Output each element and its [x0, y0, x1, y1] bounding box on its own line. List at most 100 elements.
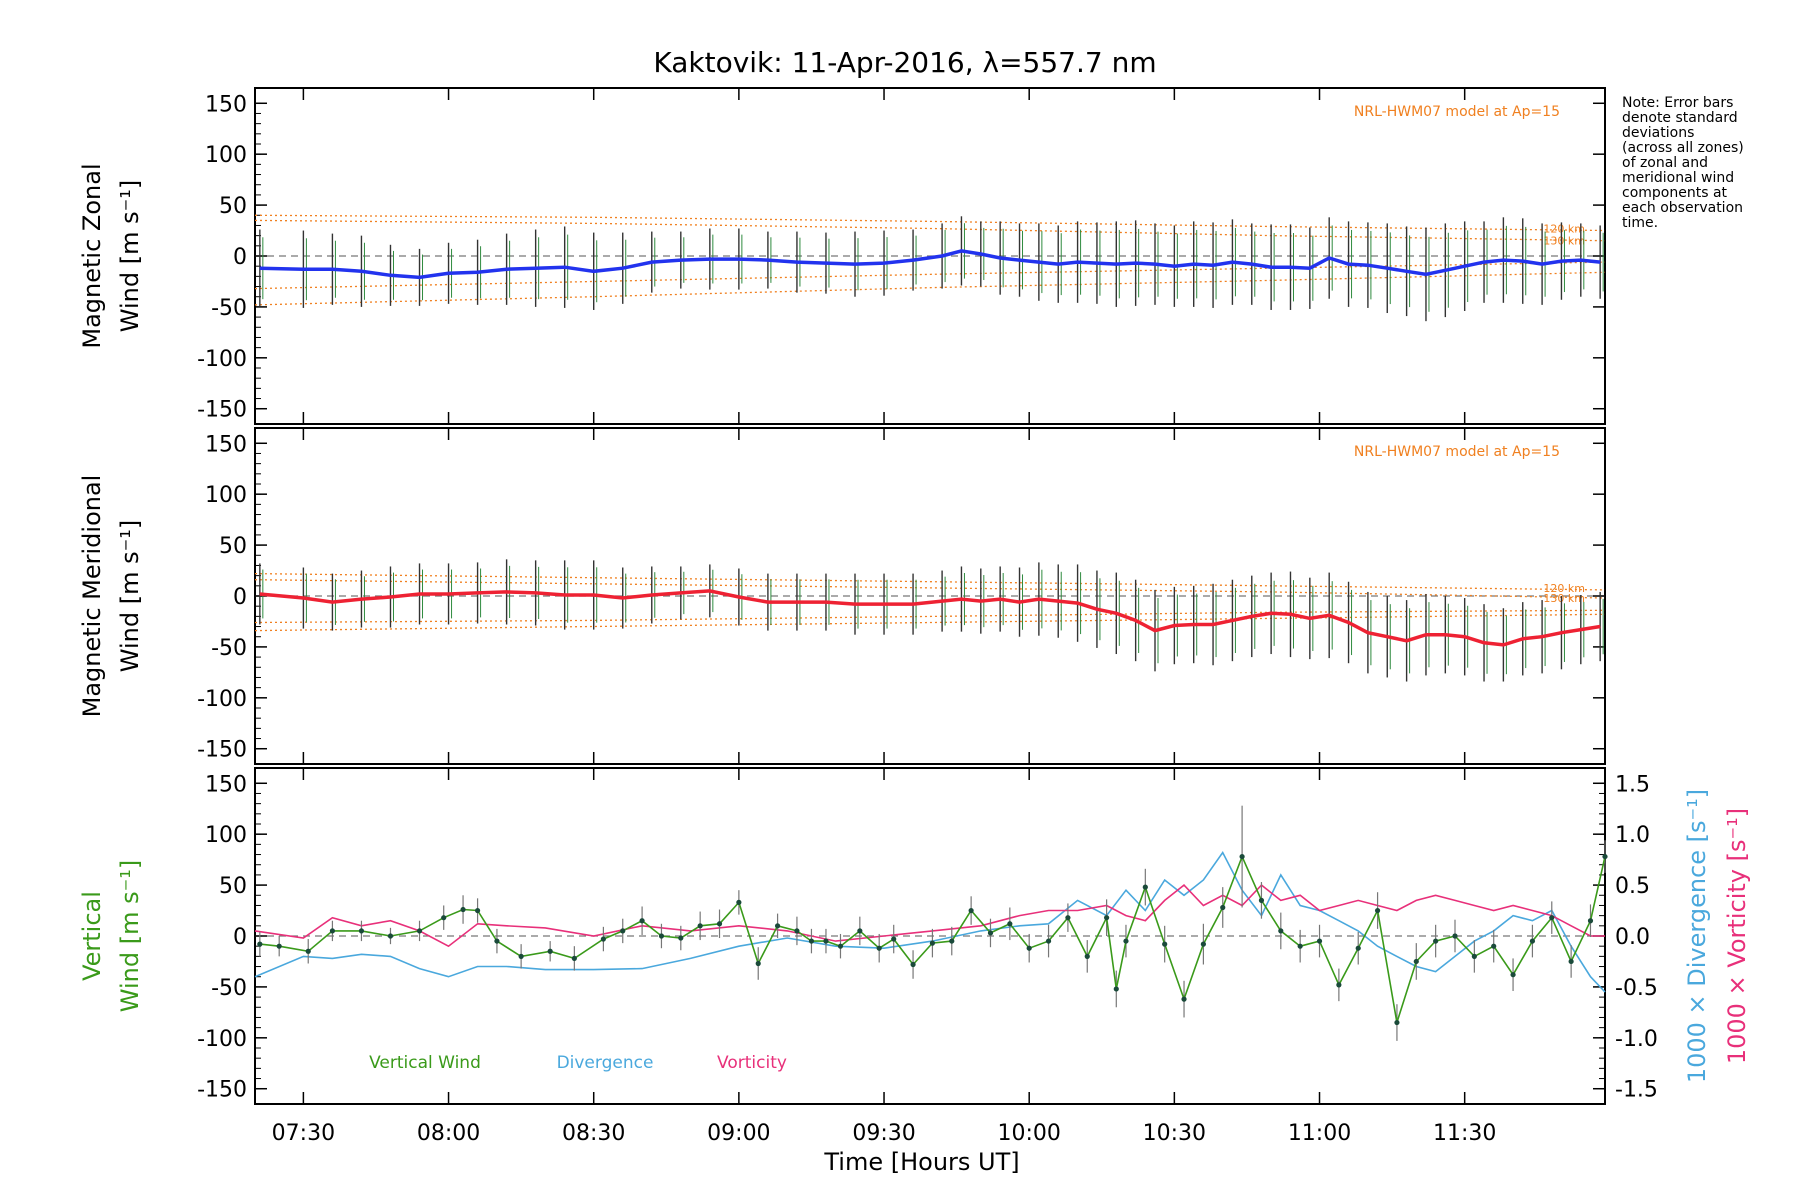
y-tick-label: 0 — [233, 585, 247, 610]
y-tick-label: -50 — [211, 976, 247, 1001]
series-line-meridional — [259, 589, 1601, 647]
model-curve-upper_2 — [254, 219, 1606, 242]
y-tick-label: -100 — [197, 347, 247, 372]
vertical-point — [600, 936, 606, 942]
model-height-label: 130 km — [1543, 592, 1585, 605]
model-label: NRL-HWM07 model at Ap=15 — [1354, 444, 1560, 460]
vertical-point — [658, 933, 665, 939]
vertical-point — [1355, 945, 1361, 951]
y-tick-label: 150 — [205, 92, 247, 117]
y-tick-label: -150 — [197, 398, 247, 423]
vertical-point — [1142, 884, 1148, 890]
y-axis-label-line1: Magnetic Zonal — [78, 163, 106, 348]
vertical-point — [416, 928, 423, 934]
vertical-point — [1181, 996, 1187, 1002]
legend-vorticity: Vorticity — [717, 1053, 787, 1073]
vertical-point — [1510, 972, 1516, 978]
y-tick-label: 50 — [219, 874, 247, 899]
vertical-point — [929, 940, 936, 946]
vertical-point — [1104, 915, 1110, 921]
vertical-point — [494, 938, 500, 944]
vertical-point — [808, 938, 815, 944]
panel-vertical: 150 100 50 0 -50 -100 -150 Vertical Wind [m s⁻¹]… — [78, 767, 1751, 1105]
vertical-point — [1200, 941, 1206, 947]
x-tick-label: 10:00 — [997, 1121, 1060, 1146]
model-curve-lower_2 — [254, 613, 1606, 632]
vertical-point — [1162, 941, 1168, 947]
vertical-point — [1113, 986, 1119, 992]
vertical-point — [794, 928, 800, 934]
vertical-point — [1336, 982, 1342, 988]
x-tick-label: 08:00 — [417, 1121, 480, 1146]
vertical-point — [1587, 918, 1594, 924]
y-tick-label: -100 — [197, 687, 247, 712]
y-tick-label: -100 — [197, 1027, 247, 1052]
model-curve-upper_1 — [254, 214, 1606, 232]
y2-tick-label: 0.0 — [1615, 925, 1650, 950]
vertical-point — [474, 907, 481, 914]
vertical-point — [1297, 943, 1303, 949]
model-height-label: 120 km — [1543, 582, 1585, 595]
y-tick-label: 150 — [205, 772, 247, 797]
vertical-point — [460, 906, 466, 913]
vertical-point — [257, 941, 263, 947]
vertical-point — [1239, 853, 1245, 860]
x-tick-label: 07:30 — [272, 1121, 335, 1146]
vertical-point — [571, 955, 577, 962]
vertical-point — [1220, 904, 1226, 911]
vertical-point — [678, 935, 684, 941]
vertical-point — [837, 943, 844, 949]
model-curve-lower_1 — [254, 261, 1606, 290]
y2-tick-label: 0.5 — [1615, 874, 1650, 899]
y-axis-label-line2: Wind [m s⁻¹] — [116, 180, 144, 332]
vertical-point — [755, 960, 761, 967]
y2-tick-label: -0.5 — [1615, 976, 1658, 1001]
vertical-point — [1374, 907, 1381, 914]
vertical-point — [1602, 853, 1608, 860]
vertical-point — [857, 928, 863, 934]
vertical-point — [716, 921, 723, 927]
vertical-point — [639, 918, 645, 924]
vertical-point — [518, 953, 524, 959]
vertical-point — [1471, 953, 1477, 959]
vertical-point — [891, 936, 897, 942]
y-tick-label: 0 — [233, 245, 247, 270]
vertical-point — [1278, 928, 1284, 934]
vertical-point — [1394, 1019, 1400, 1026]
model-label: NRL-HWM07 model at Ap=15 — [1354, 104, 1560, 120]
model-curve-lower_2 — [254, 271, 1606, 306]
vertical-point — [387, 933, 394, 939]
legend-divergence: Divergence — [557, 1053, 654, 1073]
vertical-point — [1065, 915, 1071, 921]
y-tick-label: 100 — [205, 483, 247, 508]
vertical-point — [1084, 953, 1090, 959]
y-axis-label-line1: Vertical — [78, 891, 106, 981]
y2-axis-label-divergence: 1000 × Divergence [s⁻¹] — [1683, 789, 1711, 1083]
y-tick-label: -50 — [211, 296, 247, 321]
panel-meridional: 150 100 50 0 -50 -100 -150 Magnetic Meridional W… — [78, 427, 1606, 765]
x-axis: 07:30 08:00 08:30 09:00 09:30 10:00 10:30 11:00… — [272, 1121, 1497, 1146]
vertical-point — [1452, 933, 1458, 939]
y-tick-label: -150 — [197, 1078, 247, 1103]
y2-tick-label: 1.0 — [1615, 823, 1650, 848]
vertical-point — [329, 928, 336, 934]
panel-zonal: 150 100 50 0 -50 -100 -150 Magnetic Zonal Wind [… — [78, 87, 1606, 425]
vertical-point — [305, 948, 311, 954]
y-tick-label: -50 — [211, 636, 247, 661]
vertical-point — [736, 899, 742, 906]
y-tick-label: 100 — [205, 823, 247, 848]
y2-axis-label-vorticity: 1000 × Vorticity [s⁻¹] — [1723, 808, 1751, 1064]
vertical-point — [547, 948, 553, 954]
y-tick-label: 50 — [219, 534, 247, 559]
vertical-point — [1007, 921, 1013, 927]
vertical-point — [1026, 945, 1032, 951]
series-line-vorticity — [254, 884, 1605, 948]
y-tick-label: 150 — [205, 432, 247, 457]
vertical-point — [1316, 938, 1323, 944]
vertical-point — [949, 938, 955, 944]
x-tick-label: 09:00 — [707, 1121, 770, 1146]
vertical-point — [876, 945, 882, 951]
vertical-point — [1045, 938, 1052, 944]
vertical-point — [1549, 915, 1555, 921]
x-tick-label: 11:00 — [1288, 1121, 1351, 1146]
